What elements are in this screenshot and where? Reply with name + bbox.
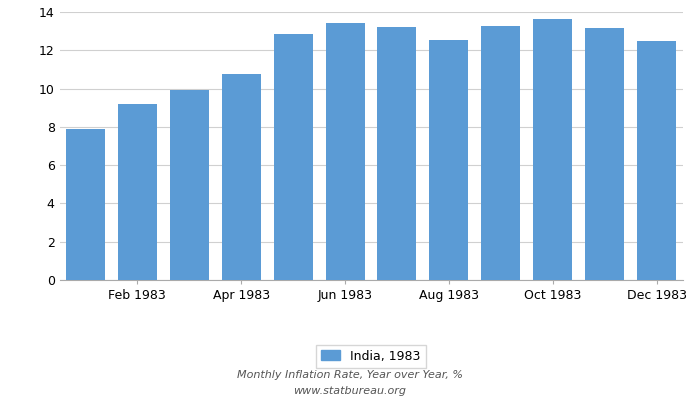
- Legend: India, 1983: India, 1983: [316, 344, 426, 368]
- Bar: [170, 90, 209, 280]
- Bar: [118, 104, 157, 280]
- Bar: [66, 129, 105, 280]
- Text: Monthly Inflation Rate, Year over Year, %: Monthly Inflation Rate, Year over Year, …: [237, 370, 463, 380]
- Bar: [482, 26, 520, 280]
- Bar: [377, 27, 416, 280]
- Bar: [585, 28, 624, 280]
- Bar: [326, 24, 365, 280]
- Bar: [533, 19, 572, 280]
- Bar: [222, 74, 260, 280]
- Bar: [274, 34, 313, 280]
- Bar: [429, 40, 468, 280]
- Text: www.statbureau.org: www.statbureau.org: [293, 386, 407, 396]
- Bar: [637, 41, 676, 280]
